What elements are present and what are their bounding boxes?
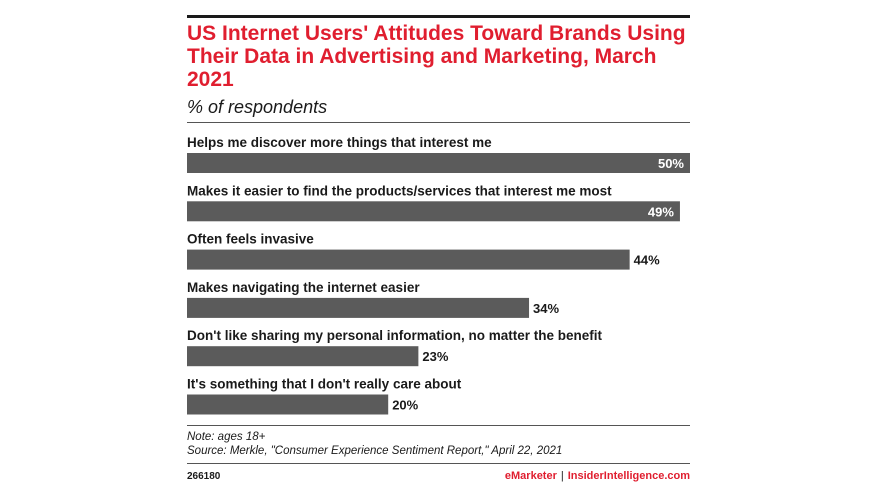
bar-value-label: 23% xyxy=(422,349,448,364)
chart-card: US Internet Users' Attitudes Toward Bran… xyxy=(187,0,690,495)
bar-category-label: It's something that I don't really care … xyxy=(187,377,462,392)
bar-value-label: 49% xyxy=(648,204,674,219)
bar-row: Don't like sharing my personal informati… xyxy=(187,328,603,367)
bar-category-label: Helps me discover more things that inter… xyxy=(187,135,492,150)
bar xyxy=(187,394,389,415)
bar-row: Often feels invasive 44% xyxy=(187,232,660,270)
branding: eMarketer | InsiderIntelligence.com xyxy=(505,470,690,483)
bar-value-label: 44% xyxy=(634,253,660,268)
bar-category-label: Makes it easier to find the products/ser… xyxy=(187,183,612,198)
bar-value-label: 20% xyxy=(392,398,418,413)
bottom-rule xyxy=(187,425,690,426)
bar-chart: Helps me discover more things that inter… xyxy=(187,135,690,415)
bar xyxy=(187,346,419,367)
chart-note: Note: ages 18+ xyxy=(187,431,266,443)
bar-row: Makes navigating the internet easier 34% xyxy=(187,280,560,318)
chart-id: 266180 xyxy=(187,471,221,482)
bar-value-label: 34% xyxy=(533,301,559,316)
bar-category-label: Makes navigating the internet easier xyxy=(187,280,420,295)
bar-category-label: Don't like sharing my personal informati… xyxy=(187,328,603,343)
chart-subtitle: % of respondents xyxy=(187,97,328,117)
bar-category-label: Often feels invasive xyxy=(187,232,314,247)
bar xyxy=(187,249,630,270)
bar xyxy=(187,201,680,222)
chart-source: Source: Merkle, "Consumer Experience Sen… xyxy=(187,445,563,457)
bar xyxy=(187,297,530,318)
brand-separator: | xyxy=(560,470,564,482)
footer-rule xyxy=(187,463,690,464)
brand-emarketer: eMarketer xyxy=(504,470,557,482)
top-rule xyxy=(187,15,690,18)
subtitle-rule xyxy=(187,122,690,123)
bar-value-label: 50% xyxy=(658,156,684,171)
bar-row: Makes it easier to find the products/ser… xyxy=(187,183,680,222)
brand-insider-intelligence: InsiderIntelligence.com xyxy=(567,470,690,482)
bar-row: It's something that I don't really care … xyxy=(187,377,462,415)
bar-row: Helps me discover more things that inter… xyxy=(187,135,690,173)
bar xyxy=(187,153,690,173)
chart-title: US Internet Users' Attitudes Toward Bran… xyxy=(187,22,686,91)
